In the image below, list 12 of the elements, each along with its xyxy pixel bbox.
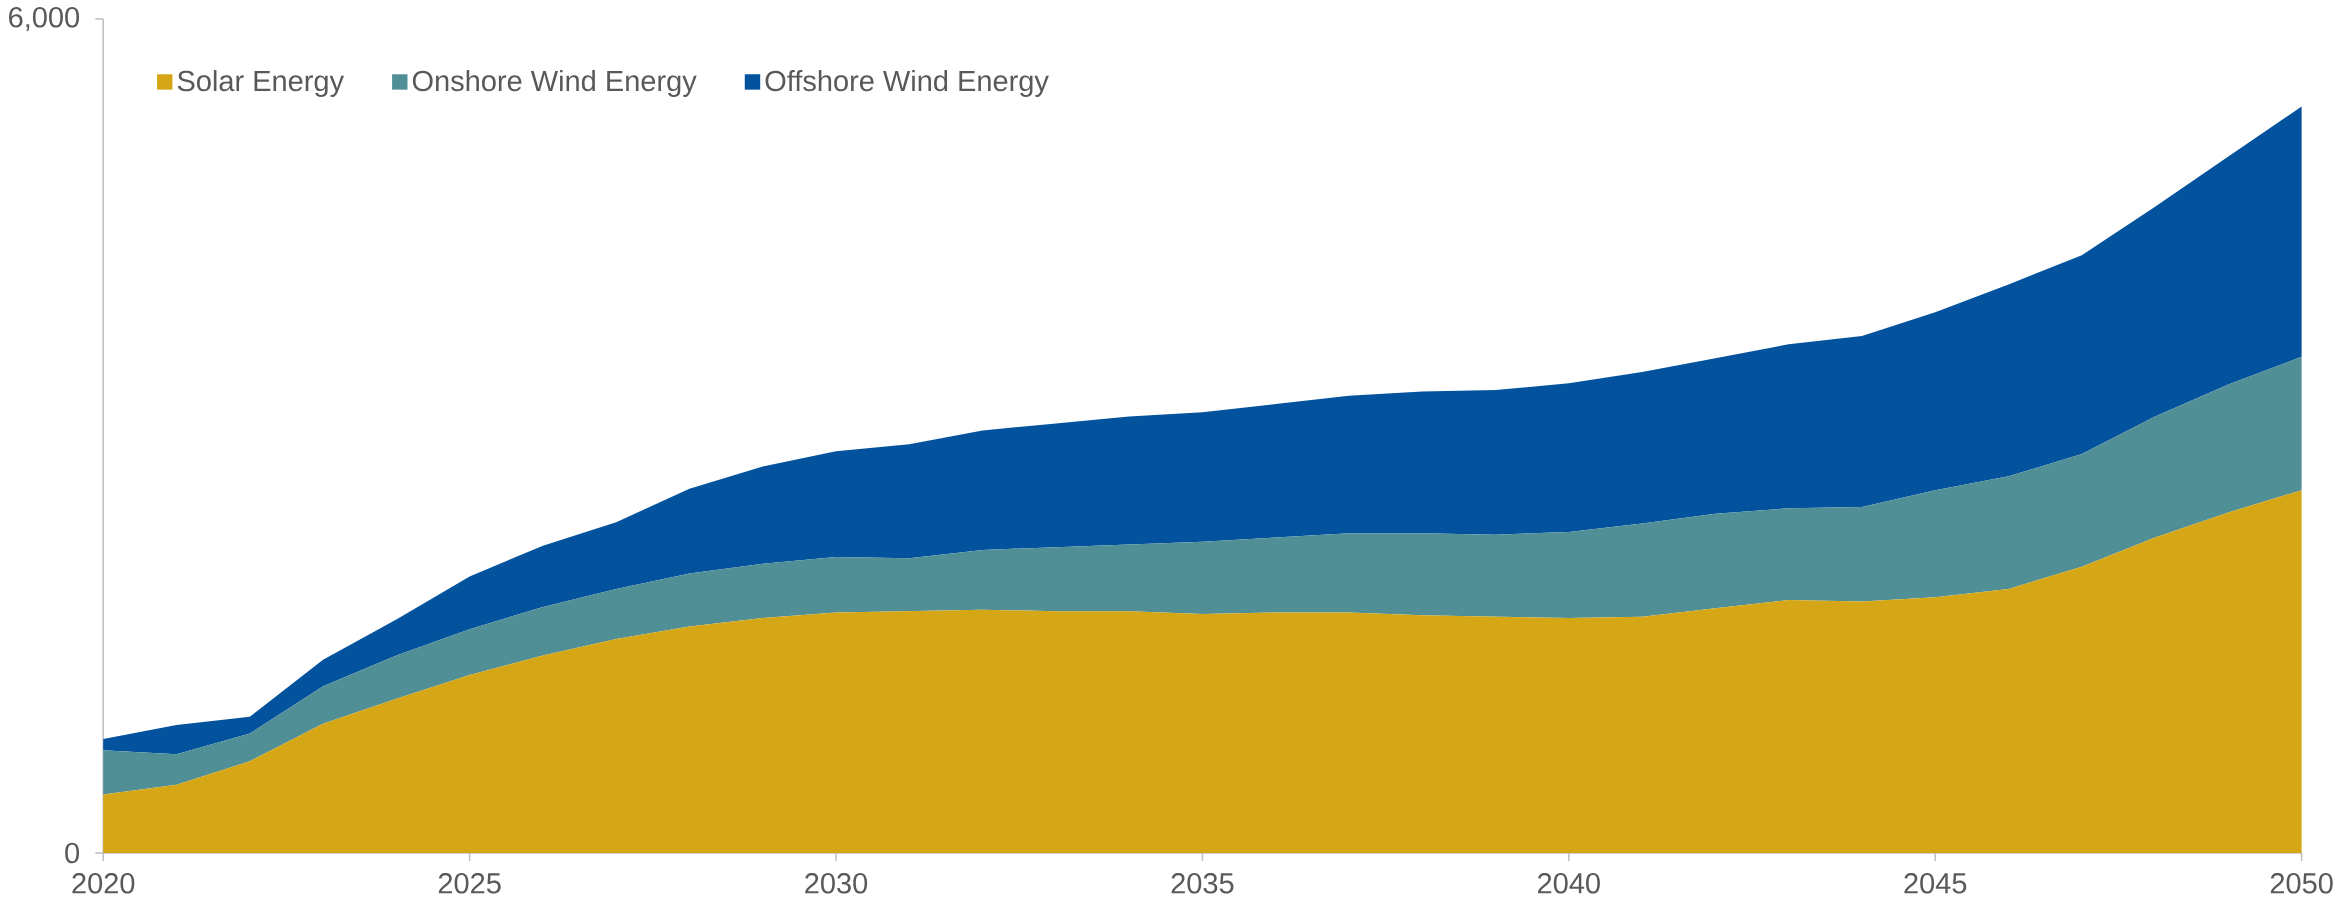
x-tick-label: 2030 — [805, 873, 868, 894]
x-tick-label: 2035 — [1171, 873, 1234, 894]
x-tick-label: 2045 — [1904, 873, 1967, 894]
y-tick-label: 6,000 — [9, 7, 80, 31]
x-tick-label: 2025 — [438, 873, 501, 894]
x-tick-label: 2050 — [2270, 873, 2333, 894]
x-tick-label: 2020 — [72, 873, 135, 894]
legend-label: Solar Energy — [177, 69, 344, 97]
legend-label: Offshore Wind Energy — [765, 69, 1049, 97]
x-tick-label: 2040 — [1538, 873, 1600, 894]
y-tick-label: 0 — [65, 842, 80, 864]
legend-label: Onshore Wind Energy — [412, 69, 697, 97]
